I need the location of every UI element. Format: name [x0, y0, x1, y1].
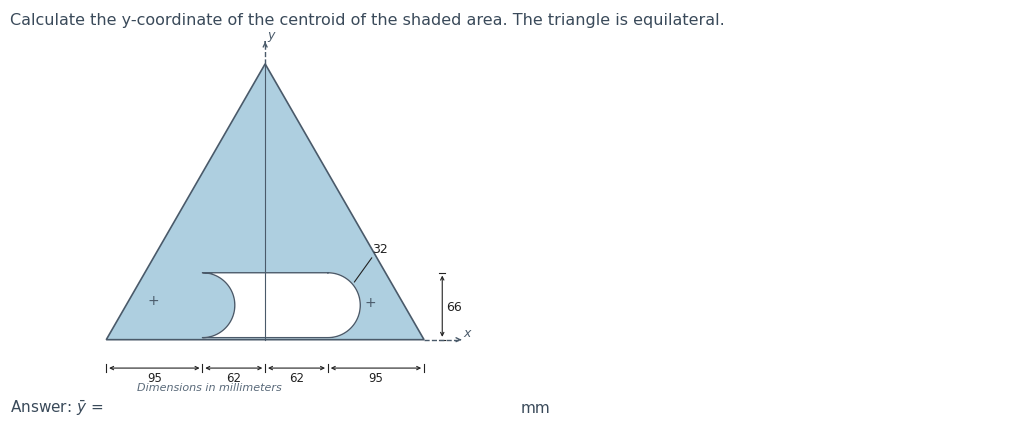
Text: y: y — [268, 28, 275, 42]
Polygon shape — [202, 273, 361, 338]
Text: Dimensions in millimeters: Dimensions in millimeters — [136, 382, 282, 392]
Polygon shape — [106, 65, 424, 340]
Text: 62: 62 — [226, 371, 241, 384]
Text: 62: 62 — [289, 371, 304, 384]
Text: +: + — [147, 293, 160, 307]
Text: 66: 66 — [446, 300, 462, 313]
Text: 95: 95 — [369, 371, 384, 384]
Text: x: x — [464, 326, 471, 339]
Text: +: + — [365, 296, 376, 310]
Text: mm: mm — [520, 400, 549, 415]
Text: i: i — [144, 400, 149, 415]
Text: 32: 32 — [373, 243, 388, 256]
Text: Calculate the y-coordinate of the centroid of the shaded area. The triangle is e: Calculate the y-coordinate of the centro… — [10, 13, 725, 28]
Text: Answer: $\bar{y}$ =: Answer: $\bar{y}$ = — [10, 398, 103, 417]
Text: 95: 95 — [146, 371, 162, 384]
